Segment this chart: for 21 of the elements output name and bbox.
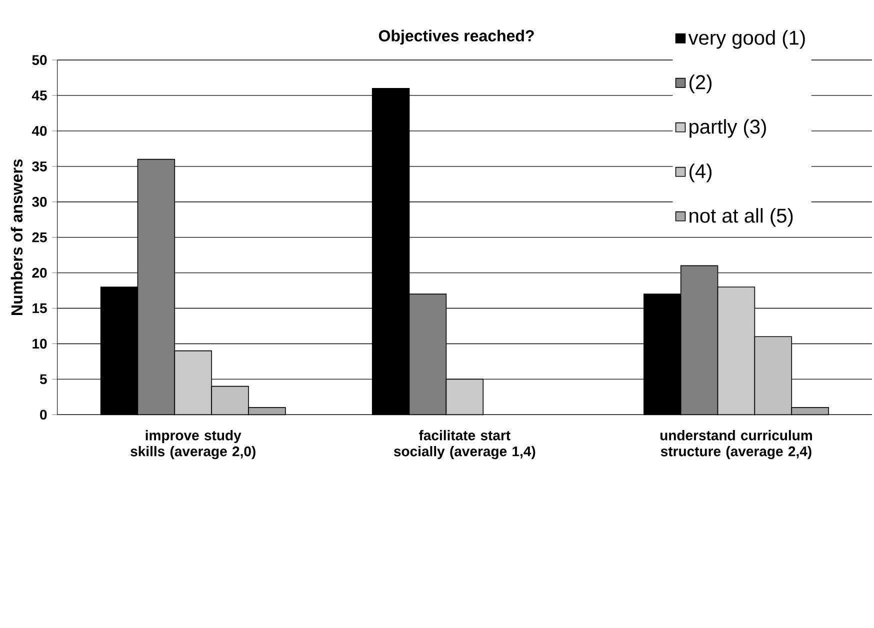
y-tick-label: 5 [40, 374, 47, 384]
y-tick-label: 10 [32, 338, 47, 349]
y-tick-label: 0 [40, 410, 47, 420]
y-tick-label: 35 [32, 161, 47, 172]
x-tick-label: improve study skills (average 2,0) [130, 430, 256, 460]
x-tick-label: facilitate start socially (average 1,4) [394, 430, 536, 460]
x-tick-label: understand curriculum structure (average 2,4) [660, 430, 812, 460]
legend-label: partly (3) [690, 119, 766, 138]
legend-label: (4) [690, 164, 712, 182]
y-tick-label: 50 [32, 55, 47, 65]
chart-title: Objectives reached? [378, 30, 534, 45]
y-axis-title: Numbers of answers [10, 159, 23, 315]
legend-label: (2) [690, 74, 712, 94]
legend-label: very good (1) [688, 30, 805, 49]
y-tick-label: 45 [32, 90, 47, 100]
y-tick-label: 25 [32, 232, 47, 242]
y-tick-label: 30 [32, 196, 47, 207]
y-tick-label: 40 [32, 126, 47, 136]
y-tick-label: 20 [32, 268, 47, 278]
y-tick-label: 15 [32, 303, 47, 314]
legend-label: not at all (5) [690, 208, 793, 227]
